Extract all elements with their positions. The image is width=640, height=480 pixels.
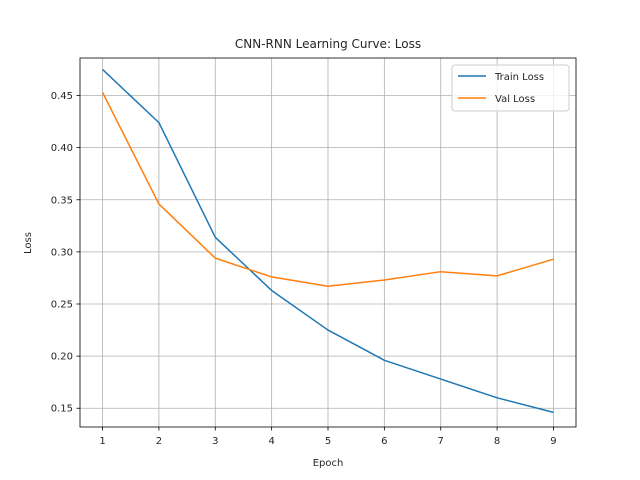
x-tick-label: 1 xyxy=(99,436,105,447)
legend-label-val-loss: Val Loss xyxy=(495,94,535,105)
y-tick-label: 0.25 xyxy=(51,300,73,311)
y-tick-label: 0.15 xyxy=(51,404,73,415)
x-tick-label: 7 xyxy=(438,436,444,447)
legend: Train Loss Val Loss xyxy=(451,64,570,112)
x-tick-label: 3 xyxy=(212,436,218,447)
y-axis-label: Loss xyxy=(23,232,34,254)
grid xyxy=(80,58,576,427)
x-tick-label: 4 xyxy=(268,436,274,447)
x-tick-label: 5 xyxy=(325,436,331,447)
y-tick-label: 0.20 xyxy=(51,352,73,363)
series-lines xyxy=(101,68,554,414)
chart-title: CNN-RNN Learning Curve: Loss xyxy=(235,37,421,51)
series-line-train-loss xyxy=(102,68,554,414)
series-line-val-loss xyxy=(101,92,554,288)
legend-label-train-loss: Train Loss xyxy=(494,72,544,83)
x-tick-label: 2 xyxy=(156,436,162,447)
x-tick-label: 6 xyxy=(381,436,387,447)
axis-ticks: 1 2 3 4 5 6 7 8 9 0.15 0.20 0.25 0.30 0.35 0.40 0.45 xyxy=(51,91,557,447)
y-tick-label: 0.40 xyxy=(51,143,73,154)
x-tick-label: 8 xyxy=(494,436,500,447)
y-tick-label: 0.30 xyxy=(51,247,73,258)
x-tick-label: 9 xyxy=(550,436,556,447)
y-tick-label: 0.35 xyxy=(51,195,73,206)
x-axis-label: Epoch xyxy=(313,458,344,469)
y-tick-label: 0.45 xyxy=(51,91,73,102)
